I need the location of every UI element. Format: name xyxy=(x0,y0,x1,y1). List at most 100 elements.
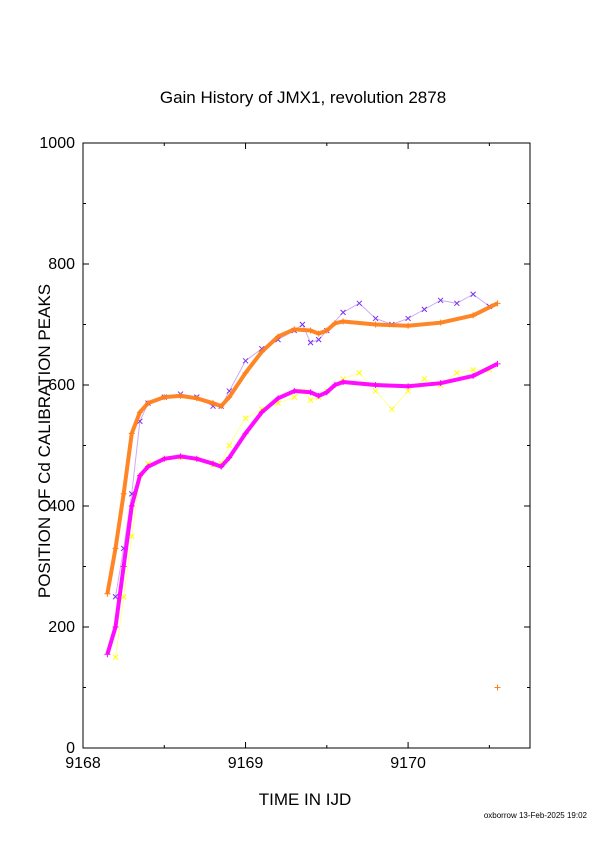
data-point xyxy=(112,545,119,552)
data-point xyxy=(128,503,135,509)
data-point xyxy=(128,533,135,540)
data-point xyxy=(258,348,265,355)
y-tick-label: 200 xyxy=(48,619,75,636)
data-point xyxy=(437,380,444,387)
plot-frame xyxy=(82,142,531,749)
data-point xyxy=(112,654,119,661)
series-3 xyxy=(104,300,501,597)
y-tick-label: 600 xyxy=(48,377,75,394)
x-tick-label: 9169 xyxy=(228,755,264,772)
data-point xyxy=(494,300,501,307)
series-line xyxy=(115,369,490,658)
data-point xyxy=(331,382,338,388)
data-point xyxy=(136,409,143,416)
data-point xyxy=(340,378,347,385)
data-point xyxy=(120,593,127,600)
data-point xyxy=(307,339,314,346)
data-point xyxy=(340,318,347,325)
x-tick-label: 9170 xyxy=(390,755,426,772)
data-point xyxy=(421,376,428,382)
data-point xyxy=(307,327,314,334)
data-point xyxy=(307,397,314,403)
data-point xyxy=(275,333,282,340)
series-0 xyxy=(112,291,493,600)
data-point xyxy=(470,367,476,373)
data-point xyxy=(226,442,233,449)
data-point xyxy=(454,370,460,376)
data-point xyxy=(210,400,217,407)
y-tick-label: 800 xyxy=(48,256,75,273)
data-point xyxy=(340,309,346,316)
data-point xyxy=(323,327,330,334)
data-point xyxy=(315,336,322,343)
data-point xyxy=(226,394,233,401)
data-point xyxy=(299,321,306,328)
data-point xyxy=(112,593,119,600)
data-point xyxy=(307,389,314,396)
footer-credit: oxborrow 13-Feb-2025 19:02 xyxy=(484,811,588,820)
data-point xyxy=(437,319,444,326)
data-point xyxy=(210,460,217,467)
data-point xyxy=(405,315,411,322)
data-point xyxy=(356,370,363,376)
data-point xyxy=(454,300,460,307)
data-point xyxy=(177,392,184,399)
data-point xyxy=(120,490,127,497)
data-point xyxy=(291,326,298,333)
data-point xyxy=(120,563,127,570)
data-point xyxy=(258,409,265,416)
data-point xyxy=(275,395,282,402)
data-point xyxy=(372,321,379,328)
data-point xyxy=(405,388,411,394)
data-point xyxy=(388,406,395,413)
data-point xyxy=(193,455,200,462)
data-point xyxy=(104,651,111,658)
data-point xyxy=(177,453,184,460)
y-tick-label: 1000 xyxy=(39,135,75,152)
data-point xyxy=(470,312,477,319)
data-point xyxy=(421,306,428,313)
data-point xyxy=(372,382,379,388)
series-line xyxy=(105,301,499,595)
data-point xyxy=(372,315,379,322)
x-axis-label: TIME IN IJD xyxy=(259,790,352,809)
data-point xyxy=(323,389,330,396)
data-series xyxy=(104,291,501,691)
data-point xyxy=(291,394,298,400)
data-point xyxy=(242,369,249,376)
data-point xyxy=(405,322,412,329)
data-point xyxy=(136,472,143,479)
y-tick-label: 400 xyxy=(48,498,75,515)
data-point xyxy=(128,430,135,437)
data-point xyxy=(193,395,200,402)
data-point xyxy=(315,330,322,337)
data-point xyxy=(226,454,233,461)
data-point xyxy=(145,400,152,407)
data-point xyxy=(161,455,168,462)
data-point xyxy=(494,684,501,691)
data-point xyxy=(331,320,338,327)
data-point xyxy=(242,430,249,437)
series-1 xyxy=(112,367,493,661)
data-point xyxy=(218,463,225,470)
data-point xyxy=(494,360,501,367)
chart-title: Gain History of JMX1, revolution 2878 xyxy=(160,88,446,107)
y-axis-label: POSITION OF Cd CALIBRATION PEAKS xyxy=(35,284,54,598)
data-point xyxy=(104,590,111,597)
data-point xyxy=(372,388,379,394)
series-line xyxy=(105,362,499,655)
data-point xyxy=(112,624,119,630)
y-tick-label: 0 xyxy=(66,740,75,757)
data-point xyxy=(242,357,249,364)
data-point xyxy=(470,372,477,379)
data-point xyxy=(145,463,152,470)
data-point xyxy=(161,394,168,401)
data-point xyxy=(291,388,298,395)
data-point xyxy=(315,392,322,399)
data-point xyxy=(218,403,225,410)
data-point xyxy=(356,300,363,307)
data-point xyxy=(405,383,412,390)
data-point xyxy=(437,297,444,304)
